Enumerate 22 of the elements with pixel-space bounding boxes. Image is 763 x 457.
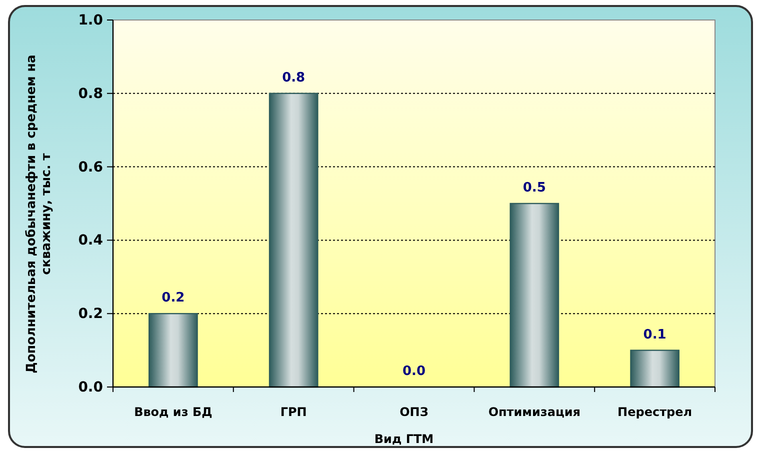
bar bbox=[630, 350, 680, 388]
x-axis-title: Вид ГТМ bbox=[374, 432, 434, 446]
y-axis-title: Дополнительая добычанефти в среднем на скважину, тыс. т bbox=[23, 54, 53, 374]
y-tick-label: 0.4 bbox=[78, 232, 104, 249]
data-label: 0.2 bbox=[162, 290, 185, 306]
y-tick-label: 0.6 bbox=[78, 159, 103, 176]
x-tick-label: ГРП bbox=[280, 405, 307, 419]
data-label: 0.5 bbox=[522, 180, 546, 196]
x-tick-label: ОПЗ bbox=[400, 405, 428, 419]
bar bbox=[268, 92, 318, 388]
y-tick-label: 0.8 bbox=[78, 86, 103, 102]
bar bbox=[148, 313, 198, 388]
y-tick-label: 1.0 bbox=[78, 12, 104, 28]
data-label: 0.8 bbox=[282, 70, 306, 86]
y-tick-label: 0.2 bbox=[78, 306, 103, 322]
bar bbox=[510, 202, 560, 388]
y-tick-label: 0.0 bbox=[78, 379, 104, 396]
x-tick-label: Перестрел bbox=[618, 405, 692, 419]
x-tick-label: Ввод из БД bbox=[134, 405, 212, 419]
data-label: 0.0 bbox=[402, 364, 426, 379]
data-label: 0.1 bbox=[643, 327, 666, 342]
x-tick-label: Оптимизация bbox=[488, 405, 580, 419]
